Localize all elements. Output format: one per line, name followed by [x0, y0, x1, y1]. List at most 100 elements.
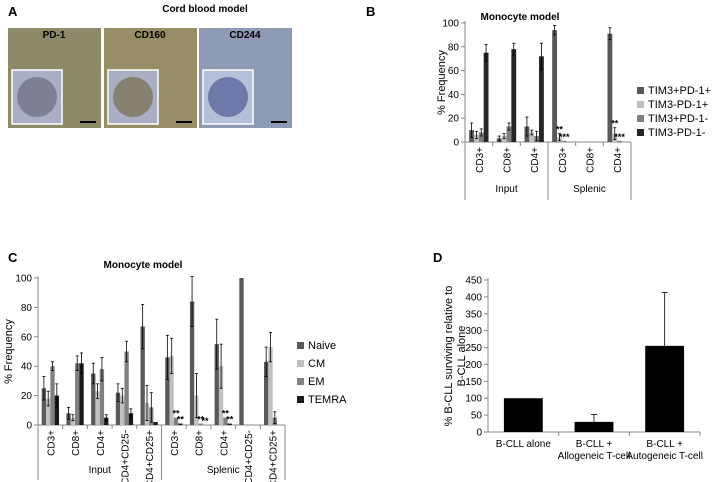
group-label: Input: [495, 184, 517, 195]
panel-letter: D: [433, 250, 442, 265]
x-tick-label: CD4+CD25-: [244, 430, 255, 482]
y-tick-label: 200: [465, 360, 482, 371]
bar: [561, 140, 567, 142]
chart-title: Monocyte model: [104, 260, 183, 271]
bar: [227, 423, 232, 425]
error-bar: [608, 27, 612, 41]
legend-swatch: [297, 342, 304, 349]
y-tick-label: 0: [453, 138, 459, 149]
y-tick-label: 100: [442, 19, 459, 30]
y-tick-label: 20: [448, 114, 460, 125]
x-tick-label: CD3+: [170, 430, 181, 456]
y-tick-label: 350: [465, 309, 482, 320]
bar: [214, 344, 219, 425]
y-tick-label: 50: [471, 411, 483, 422]
y-tick-label: 100: [465, 394, 482, 405]
x-tick-label: CD4+CD25+: [145, 430, 156, 482]
legend-swatch: [637, 129, 644, 136]
micrograph-spot: [208, 77, 248, 117]
bar: [99, 369, 105, 425]
image-label: CD160: [134, 30, 166, 41]
legend-label: TIM3-PD-1+: [648, 99, 708, 111]
legend-swatch: [297, 360, 304, 367]
x-tick-label: CD3+: [475, 147, 486, 173]
legend-label: TEMRA: [308, 394, 347, 406]
x-tick-label: CD8+: [195, 430, 206, 456]
panel-title: Cord blood model: [162, 4, 248, 15]
bar: [75, 363, 80, 425]
bar: [617, 140, 623, 142]
bar: [115, 392, 121, 425]
x-tick-label: Autogeneic T-cell: [626, 451, 703, 462]
y-tick-label: 20: [21, 391, 33, 402]
x-tick-label: CD4+: [530, 147, 541, 173]
bar: [189, 301, 195, 425]
bar: [95, 391, 100, 425]
legend-swatch: [637, 115, 644, 122]
significance-label: **: [611, 119, 619, 129]
bar: [239, 278, 244, 425]
y-tick-label: 450: [465, 276, 482, 287]
bar: [128, 413, 134, 425]
bar: [104, 417, 109, 425]
error-bar: [215, 318, 219, 370]
x-tick-label: B-CLL +: [576, 439, 613, 450]
error-bar: [613, 127, 617, 141]
y-tick-label: 0: [26, 421, 32, 432]
bar: [173, 417, 179, 425]
y-tick-label: 80: [21, 303, 33, 314]
bar: [218, 366, 224, 425]
y-tick-label: 150: [465, 377, 482, 388]
error-bar: [512, 42, 516, 56]
error-bar: [190, 276, 194, 327]
bar: [46, 398, 51, 425]
image-label: CD244: [229, 30, 261, 41]
bar: [506, 126, 512, 142]
bar: [483, 52, 489, 142]
y-tick-label: 60: [448, 66, 460, 77]
error-bar: [145, 384, 149, 421]
significance-label: **: [173, 409, 181, 419]
bar: [41, 388, 47, 425]
error-bar: [116, 383, 120, 402]
micrograph-spot: [17, 77, 57, 117]
significance-label: **: [202, 416, 210, 426]
error-bar: [273, 411, 277, 424]
error-bar: [219, 343, 223, 389]
error-bar: [46, 390, 50, 407]
bar: [223, 417, 228, 425]
significance-label: **: [556, 125, 564, 135]
x-tick-label: CD3+: [558, 147, 569, 173]
x-tick-label: CD8+: [71, 430, 82, 456]
legend-swatch: [297, 396, 304, 403]
y-axis-label: % B-CLL surviving relative to: [443, 286, 455, 427]
bar: [124, 351, 129, 425]
error-bar: [75, 355, 79, 372]
bar: [198, 423, 203, 425]
legend-swatch: [637, 101, 644, 108]
error-bar: [553, 24, 557, 36]
bar: [478, 132, 484, 142]
bar: [50, 366, 55, 425]
micrograph-spot: [113, 77, 153, 117]
error-bar: [125, 340, 129, 363]
x-tick-label: CD4+: [96, 430, 107, 456]
significance-label: **: [197, 415, 205, 425]
error-bar: [96, 383, 100, 399]
legend-label: Naive: [308, 340, 336, 352]
error-bar: [100, 356, 104, 382]
error-bar: [484, 44, 488, 62]
error-bar: [71, 414, 75, 421]
y-tick-label: 40: [448, 90, 460, 101]
group-label: Input: [89, 465, 111, 476]
bar: [264, 361, 269, 425]
error-bar: [502, 133, 506, 139]
bar: [91, 373, 96, 425]
y-axis-label: % Frequency: [3, 319, 15, 384]
significance-label: **: [177, 415, 185, 425]
error-bar: [264, 346, 268, 377]
error-bar: [497, 135, 501, 142]
y-tick-label: 100: [15, 274, 32, 285]
bar: [169, 355, 174, 425]
